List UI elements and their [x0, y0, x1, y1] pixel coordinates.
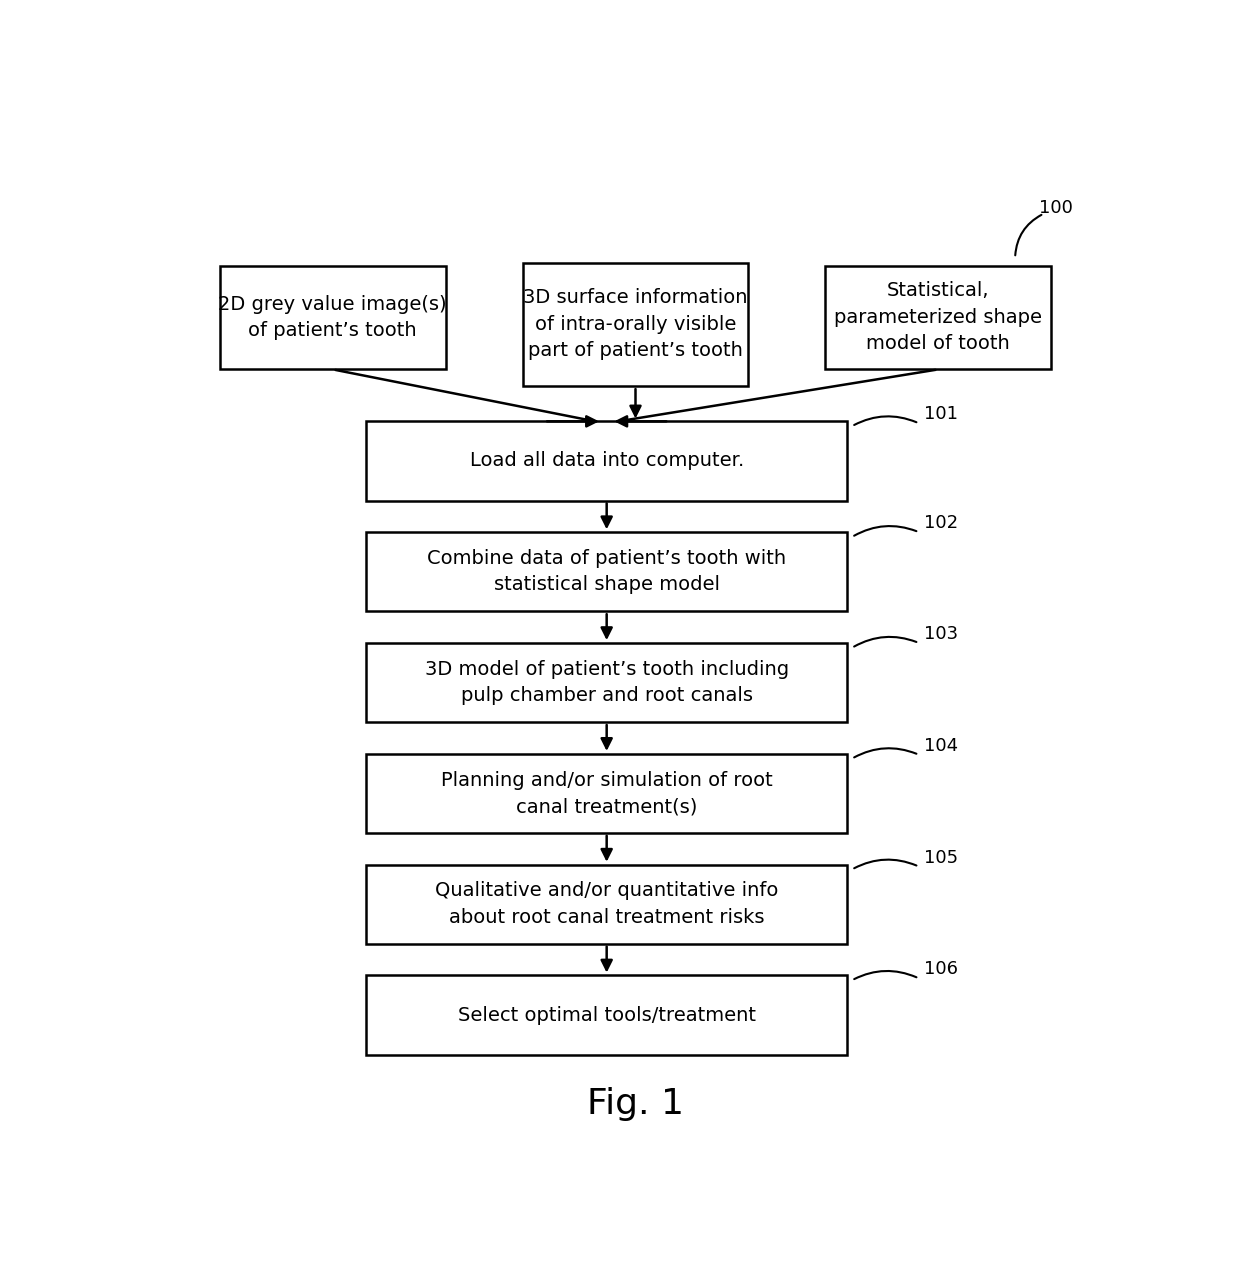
Text: 3D model of patient’s tooth including
pulp chamber and root canals: 3D model of patient’s tooth including pu… [424, 659, 789, 705]
Text: 102: 102 [924, 514, 959, 532]
Bar [826, 266, 1052, 369]
Bar [219, 266, 445, 369]
Text: 103: 103 [924, 625, 959, 642]
Text: Fig. 1: Fig. 1 [587, 1087, 684, 1121]
Text: 100: 100 [1039, 199, 1073, 217]
Bar [367, 975, 847, 1055]
Bar [367, 421, 847, 501]
Text: Planning and/or simulation of root
canal treatment(s): Planning and/or simulation of root canal… [440, 771, 773, 816]
Text: Qualitative and/or quantitative info
about root canal treatment risks: Qualitative and/or quantitative info abo… [435, 882, 779, 926]
Text: 2D grey value image(s)
of patient’s tooth: 2D grey value image(s) of patient’s toot… [218, 294, 448, 341]
Bar [367, 865, 847, 943]
Text: 105: 105 [924, 848, 959, 866]
Text: Combine data of patient’s tooth with
statistical shape model: Combine data of patient’s tooth with sta… [427, 549, 786, 595]
Text: 3D surface information
of intra-orally visible
part of patient’s tooth: 3D surface information of intra-orally v… [523, 288, 748, 360]
Text: 106: 106 [924, 960, 957, 978]
Text: Statistical,
parameterized shape
model of tooth: Statistical, parameterized shape model o… [835, 281, 1042, 353]
Bar [367, 642, 847, 722]
Text: Select optimal tools/treatment: Select optimal tools/treatment [458, 1006, 755, 1024]
Text: 101: 101 [924, 405, 957, 423]
Text: Load all data into computer.: Load all data into computer. [470, 451, 744, 470]
Bar [522, 262, 749, 387]
Bar [367, 754, 847, 833]
Bar [367, 532, 847, 612]
Text: 104: 104 [924, 736, 959, 754]
